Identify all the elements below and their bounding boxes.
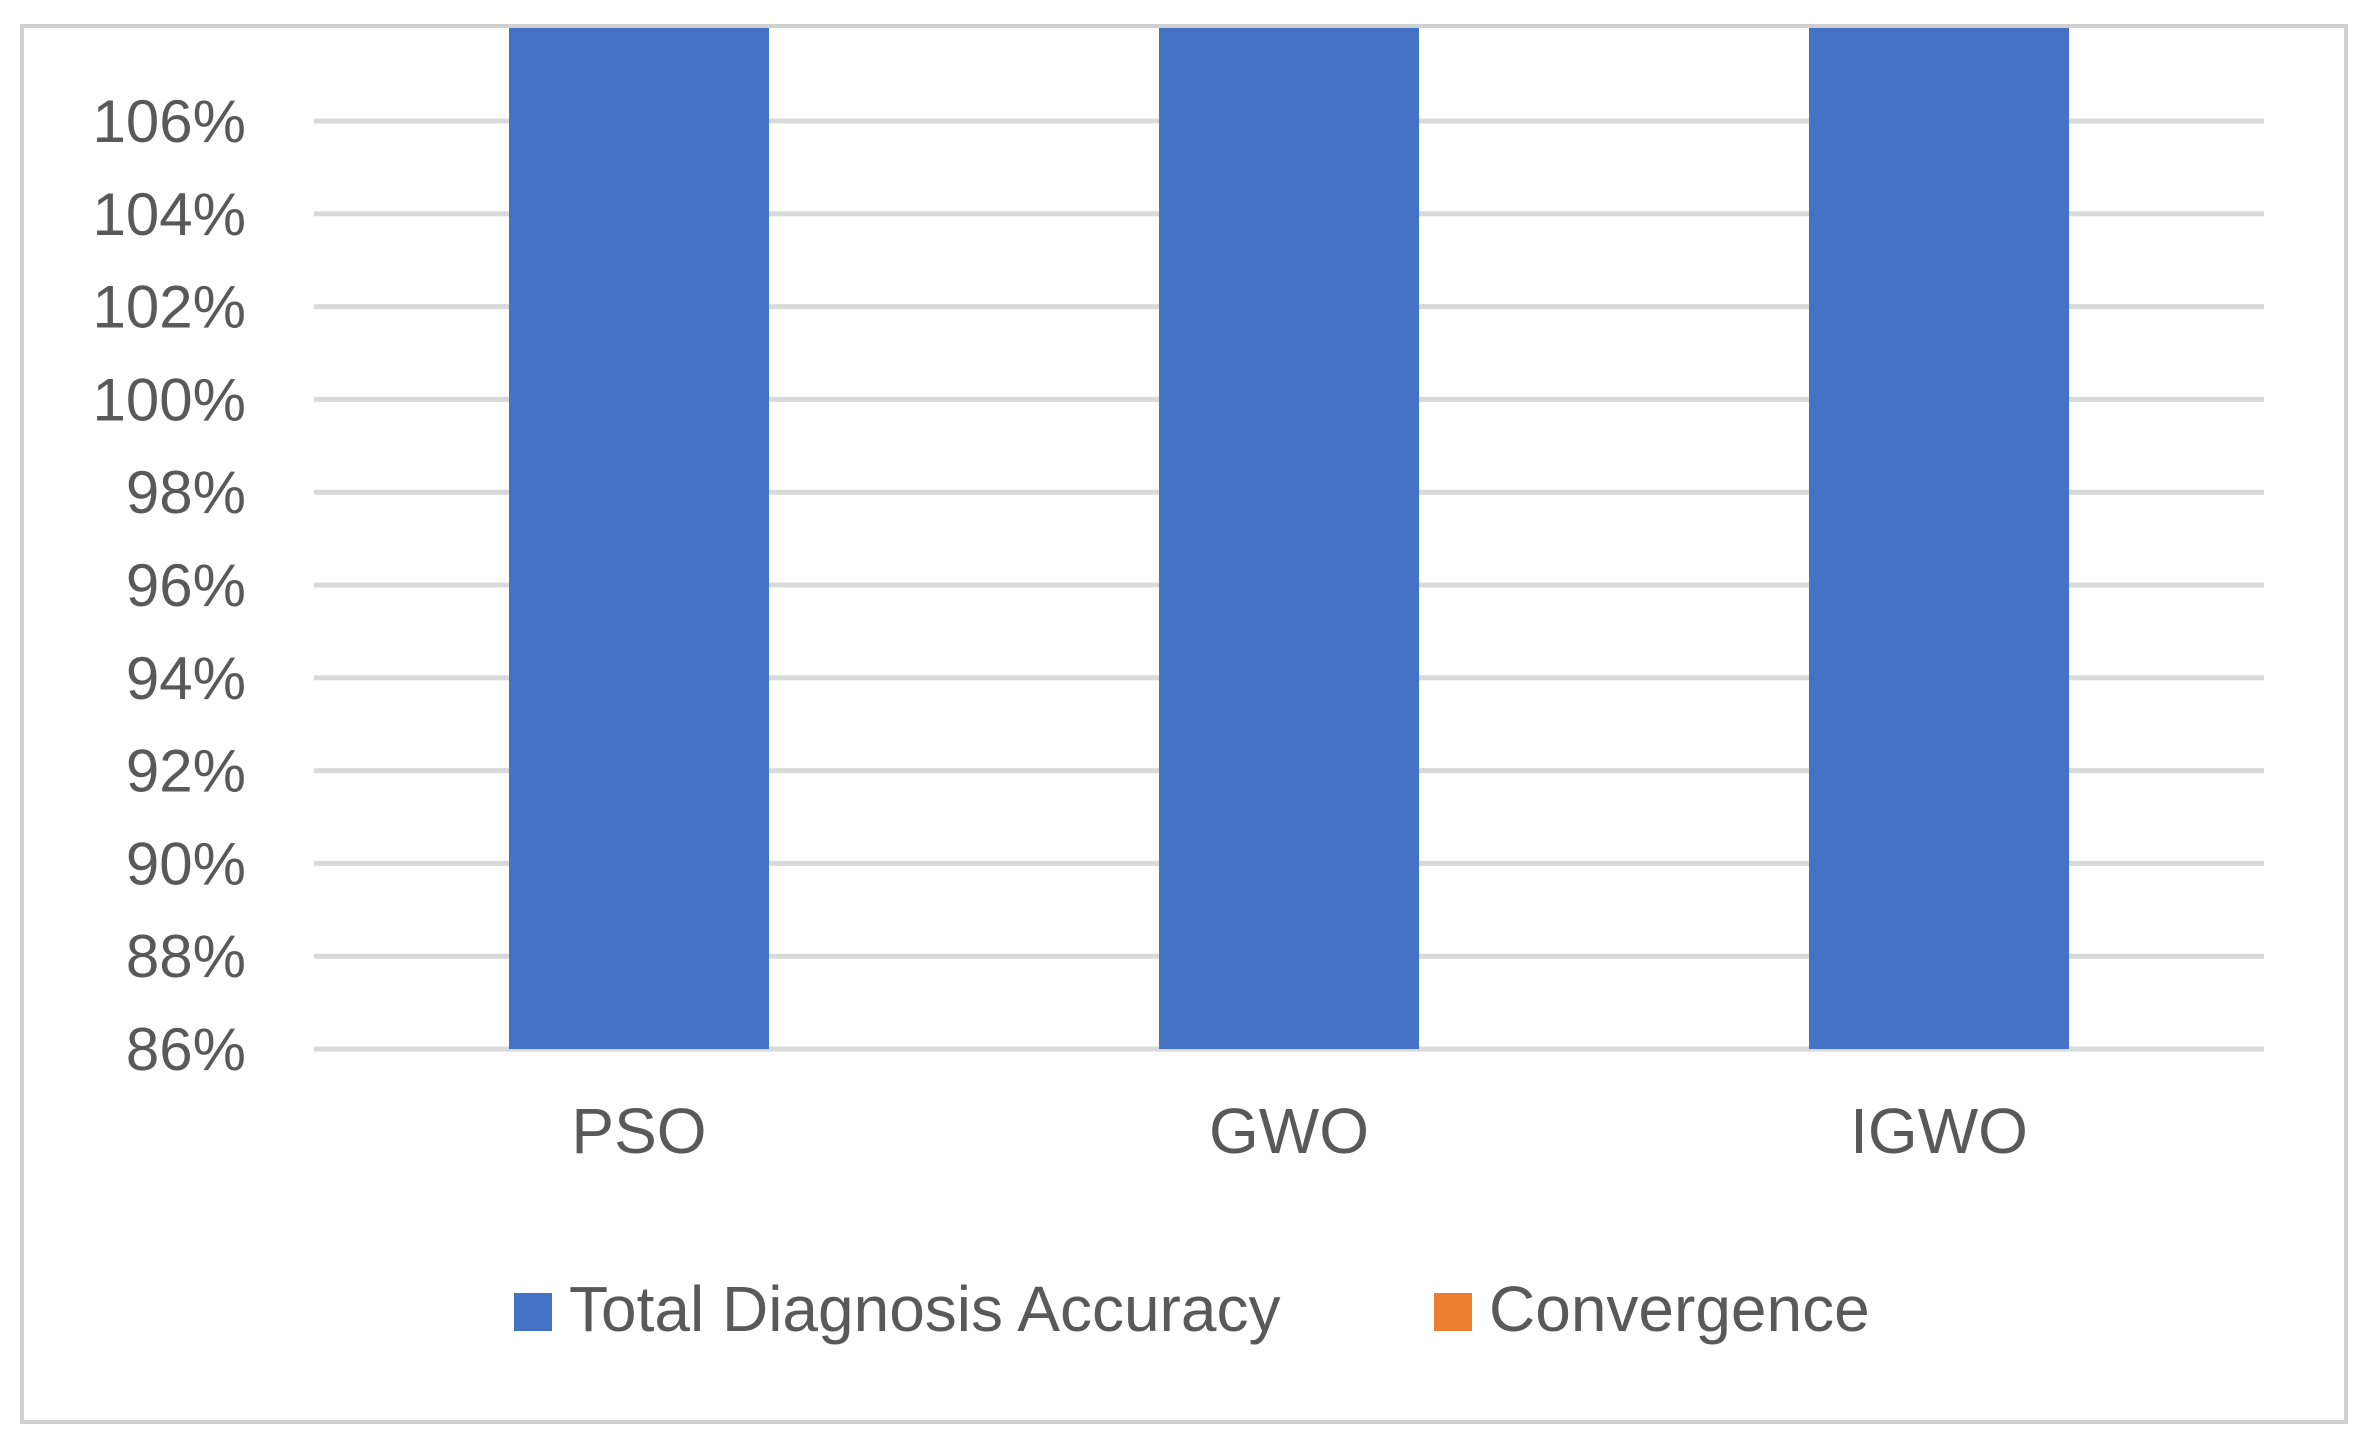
bars bbox=[509, 28, 2069, 1050]
legend-swatch-convergence bbox=[1434, 1293, 1472, 1331]
x-axis-category-labels: PSO GWO IGWO bbox=[571, 1095, 2027, 1167]
legend-swatch-total-diagnosis-accuracy bbox=[514, 1293, 552, 1331]
y-tick-label: 92% bbox=[126, 738, 246, 805]
y-tick-label: 104% bbox=[93, 181, 246, 248]
y-tick-label: 96% bbox=[126, 552, 246, 619]
y-tick-label: 100% bbox=[93, 366, 246, 433]
legend-label-total-diagnosis-accuracy: Total Diagnosis Accuracy bbox=[569, 1273, 1280, 1345]
y-tick-label: 90% bbox=[126, 830, 246, 897]
y-tick-label: 86% bbox=[126, 1016, 246, 1083]
chart-frame: 86% 88% 90% 92% 94% 96% 98% 100% 102% 104% 106% PS… bbox=[20, 24, 2348, 1424]
y-tick-label: 98% bbox=[126, 459, 246, 526]
y-axis-tick-labels: 86% 88% 90% 92% 94% 96% 98% 100% 102% 104% 106% bbox=[93, 88, 246, 1083]
y-tick-label: 102% bbox=[93, 274, 246, 341]
x-category-label: PSO bbox=[571, 1095, 706, 1167]
x-category-label: IGWO bbox=[1850, 1095, 2028, 1167]
legend: Total Diagnosis Accuracy Convergence bbox=[514, 1273, 1870, 1345]
y-tick-label: 88% bbox=[126, 923, 246, 990]
stacked-bar-chart: 86% 88% 90% 92% 94% 96% 98% 100% 102% 104% 106% PS… bbox=[93, 28, 2264, 1345]
bar-igwo-total-diagnosis-accuracy bbox=[1809, 28, 2069, 1049]
legend-label-convergence: Convergence bbox=[1489, 1273, 1870, 1345]
y-tick-label: 94% bbox=[126, 645, 246, 712]
x-category-label: GWO bbox=[1209, 1095, 1369, 1167]
bar-gwo-total-diagnosis-accuracy bbox=[1159, 28, 1419, 1049]
bar-pso-total-diagnosis-accuracy bbox=[509, 28, 769, 1050]
y-tick-label: 106% bbox=[93, 88, 246, 155]
